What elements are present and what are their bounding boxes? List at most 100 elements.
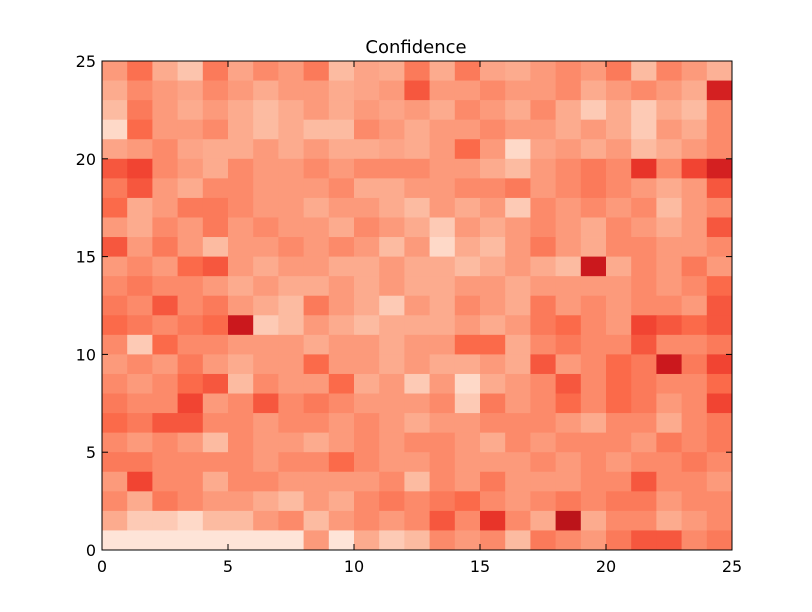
heatmap-cell: [152, 256, 178, 277]
heatmap-cell: [656, 334, 682, 355]
heatmap-cell: [580, 471, 607, 492]
heatmap-cell: [127, 334, 153, 355]
heatmap-cell: [656, 471, 682, 492]
heatmap-cell: [606, 61, 632, 81]
heatmap-cell: [505, 217, 531, 238]
heatmap-cell: [127, 80, 153, 101]
heatmap-cell: [404, 100, 430, 121]
heatmap-cell: [127, 393, 153, 414]
heatmap-cell: [328, 139, 355, 160]
heatmap-cell: [253, 373, 279, 394]
heatmap-cell: [177, 256, 204, 277]
heatmap-cell: [606, 276, 632, 297]
heatmap-cell: [278, 237, 304, 257]
heatmap-cell: [354, 61, 380, 81]
heatmap-cell: [580, 491, 607, 512]
heatmap-cell: [454, 432, 481, 453]
heatmap-cell: [606, 452, 632, 473]
heatmap-cell: [202, 452, 229, 473]
heatmap-cell: [681, 354, 708, 375]
heatmap-cell: [152, 510, 178, 531]
heatmap-cell: [555, 295, 582, 316]
heatmap-cell: [429, 510, 456, 531]
heatmap-cell: [102, 413, 128, 434]
heatmap-cell: [379, 510, 405, 531]
heatmap-cell: [202, 80, 229, 101]
heatmap-cell: [202, 373, 229, 394]
heatmap-cell: [379, 295, 405, 316]
heatmap-cell: [631, 530, 657, 551]
heatmap-cell: [253, 100, 279, 121]
heatmap-cell: [379, 80, 405, 101]
heatmap-cell: [177, 452, 204, 473]
heatmap-cell: [202, 315, 229, 336]
heatmap-cell: [429, 158, 456, 179]
x-tick-label: 10: [344, 557, 364, 576]
heatmap-cell: [656, 413, 682, 434]
heatmap-cell: [480, 491, 506, 512]
heatmap-cell: [656, 100, 682, 121]
heatmap-cell: [152, 413, 178, 434]
heatmap-cell: [127, 217, 153, 238]
heatmap-cell: [253, 80, 279, 101]
heatmap-cell: [127, 510, 153, 531]
heatmap-cell: [253, 393, 279, 414]
heatmap-cell: [530, 510, 556, 531]
heatmap-cell: [228, 510, 254, 531]
heatmap-cell: [253, 491, 279, 512]
heatmap-cell: [303, 354, 330, 375]
heatmap-cell: [253, 119, 279, 140]
heatmap-cell: [404, 471, 430, 492]
heatmap-cell: [555, 119, 582, 140]
heatmap-cell: [202, 334, 229, 355]
heatmap-cell: [303, 413, 330, 434]
heatmap-cell: [278, 158, 304, 179]
heatmap-cell: [379, 334, 405, 355]
heatmap-cell: [606, 471, 632, 492]
heatmap-cell: [606, 413, 632, 434]
heatmap-cell: [454, 237, 481, 257]
axis-ticks: [101, 60, 733, 551]
heatmap-cell: [228, 276, 254, 297]
heatmap-cell: [530, 178, 556, 199]
heatmap-cell: [631, 373, 657, 394]
heatmap-cell: [530, 432, 556, 453]
heatmap-cell: [202, 530, 229, 551]
heatmap-cell: [303, 256, 330, 277]
heatmap-cell: [102, 432, 128, 453]
heatmap-cell: [177, 295, 204, 316]
heatmap-cell: [454, 61, 481, 81]
heatmap-cell: [354, 237, 380, 257]
heatmap-cell: [580, 354, 607, 375]
heatmap-cell: [354, 452, 380, 473]
heatmap-cell: [530, 354, 556, 375]
heatmap-cell: [631, 276, 657, 297]
heatmap-cell: [152, 119, 178, 140]
heatmap-cell: [202, 276, 229, 297]
heatmap-cell: [656, 119, 682, 140]
heatmap-cell: [480, 276, 506, 297]
heatmap-cell: [404, 217, 430, 238]
heatmap-cell: [328, 491, 355, 512]
heatmap-cell: [228, 100, 254, 121]
heatmap-cell: [480, 432, 506, 453]
heatmap-cell: [253, 61, 279, 81]
heatmap-cell: [429, 237, 456, 257]
heatmap-cell: [606, 373, 632, 394]
heatmap-cell: [631, 354, 657, 375]
heatmap-cell: [706, 432, 733, 453]
heatmap-cell: [606, 119, 632, 140]
heatmap-cell: [202, 61, 229, 81]
heatmap-cell: [429, 393, 456, 414]
heatmap-cell: [127, 139, 153, 160]
heatmap-cell: [631, 80, 657, 101]
heatmap-cell: [303, 432, 330, 453]
heatmap-cell: [127, 197, 153, 218]
heatmap-cell: [379, 413, 405, 434]
heatmap-cell: [303, 530, 330, 551]
heatmap-cell: [404, 530, 430, 551]
heatmap-cell: [404, 61, 430, 81]
heatmap-cell: [480, 100, 506, 121]
heatmap-cell: [177, 373, 204, 394]
heatmap-cell: [228, 413, 254, 434]
